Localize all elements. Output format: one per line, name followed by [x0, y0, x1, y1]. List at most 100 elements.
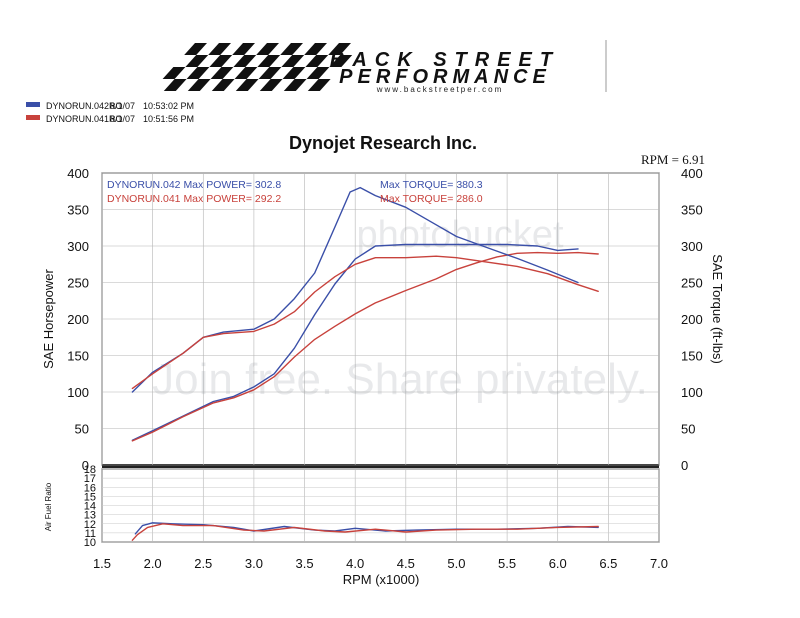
x-tick-label: 1.5	[93, 556, 111, 571]
y-tick-label-right: 0	[681, 458, 688, 473]
afr-tick-label: 15	[84, 491, 96, 503]
legend-time-run042: 10:53:02 PM	[143, 101, 194, 111]
legend-swatch-run042	[26, 102, 40, 107]
y-axis-label-left: SAE Horsepower	[41, 268, 56, 368]
legend-date-run042: 8/1/07	[110, 101, 135, 111]
annotation-run042-torque: Max TORQUE= 380.3	[380, 179, 483, 191]
checker-square	[306, 67, 330, 79]
run-legend: DYNORUN.042RO 8/1/07 10:53:02 PM DYNORUN…	[26, 101, 194, 124]
ticks: 1.5 2.0 2.5 3.0 3.5 4.0 4.5 5.0 5.5 6.0 6.5 7.0 400 3…	[67, 166, 702, 571]
checker-square	[283, 79, 307, 91]
x-tick-label: 4.0	[346, 556, 364, 571]
checker-square	[281, 55, 305, 67]
series-run041-torque	[131, 255, 599, 390]
x-tick-label: 5.0	[447, 556, 465, 571]
afr-tick-label: 11	[85, 528, 96, 540]
logo-url: www.backstreetper.com	[376, 85, 503, 94]
checker-square	[258, 67, 282, 79]
checker-square	[210, 67, 234, 79]
checker-square	[233, 55, 257, 67]
afr-axis-label: Air Fuel Ratio	[44, 482, 53, 531]
checker-square	[280, 43, 303, 55]
logo-line1: BACK STREET	[330, 49, 560, 71]
y-tick-label-left: 150	[67, 349, 89, 364]
watermark: photobucket Join free. Share privately.	[152, 214, 648, 404]
annotation-run042-power: DYNORUN.042 Max POWER= 302.8	[107, 179, 281, 191]
afr-tick-label: 14	[84, 501, 96, 513]
y-tick-label-left: 100	[67, 385, 89, 400]
watermark-top: photobucket	[356, 214, 563, 256]
afr-tick-label: 13	[84, 510, 96, 522]
checker-square	[307, 79, 331, 91]
checker-square	[282, 67, 306, 79]
y-tick-label-right: 350	[681, 203, 703, 218]
x-tick-label: 3.5	[296, 556, 314, 571]
checker-square	[257, 55, 281, 67]
y-tick-label-left: 200	[67, 312, 89, 327]
checker-square	[162, 67, 186, 79]
checker-square	[211, 79, 235, 91]
y-tick-label-right: 150	[681, 349, 703, 364]
rpm-note: RPM = 6.91	[641, 152, 705, 167]
y-tick-label-left: 300	[67, 239, 89, 254]
y-axis-label-right: SAE Torque (ft-lbs)	[710, 254, 725, 364]
y-tick-label-left: 400	[67, 166, 89, 181]
y-tick-label-left: 250	[67, 276, 89, 291]
legend-label-run041: DYNORUN.041RO	[46, 114, 123, 124]
checker-square	[305, 55, 329, 67]
legend-label-run042: DYNORUN.042RO	[46, 101, 123, 111]
y-tick-label-left: 350	[67, 203, 89, 218]
x-tick-label: 7.0	[650, 556, 668, 571]
checker-square	[209, 55, 233, 67]
legend-date-run041: 8/1/07	[110, 114, 135, 124]
x-tick-label: 5.5	[498, 556, 516, 571]
checker-square	[187, 79, 211, 91]
afr-tick-label: 16	[84, 482, 96, 494]
checker-square	[328, 43, 351, 55]
x-tick-label: 6.0	[549, 556, 567, 571]
series-run042-horsepower	[131, 243, 579, 441]
grid	[101, 172, 660, 543]
x-tick-label: 3.0	[245, 556, 263, 571]
checker-square	[304, 43, 327, 55]
annotation-run041-torque: Max TORQUE= 286.0	[380, 193, 483, 205]
afr-tick-label: 10	[84, 537, 96, 549]
checker-square	[329, 55, 353, 67]
series-run041-horsepower	[131, 251, 599, 442]
checker-square	[232, 43, 255, 55]
checker-square	[186, 67, 210, 79]
checker-square	[234, 67, 258, 79]
checker-square	[185, 55, 209, 67]
legend-time-run041: 10:51:56 PM	[143, 114, 194, 124]
checker-square	[259, 79, 283, 91]
chart-title: Dynojet Research Inc.	[289, 133, 477, 153]
y-tick-label-right: 100	[681, 385, 703, 400]
afr-tick-label: 17	[84, 473, 96, 485]
checker-square	[256, 43, 279, 55]
x-axis-label: RPM (x1000)	[343, 572, 420, 587]
afr-tick-label: 18	[84, 464, 96, 476]
curves	[131, 186, 599, 541]
y-tick-label-right: 250	[681, 276, 703, 291]
annotation-run041-power: DYNORUN.041 Max POWER= 292.2	[107, 193, 281, 205]
y-tick-label-right: 400	[681, 166, 703, 181]
y-tick-label-right: 300	[681, 239, 703, 254]
checker-square	[208, 43, 231, 55]
y-tick-label-left: 50	[75, 422, 89, 437]
logo: BACK STREET PERFORMANCE www.backstreetpe…	[162, 40, 607, 94]
checkered-flag-icon	[162, 43, 353, 91]
x-tick-label: 2.0	[144, 556, 162, 571]
watermark-middle: Join free. Share privately.	[152, 355, 648, 404]
x-tick-label: 4.5	[397, 556, 415, 571]
x-tick-label: 2.5	[194, 556, 212, 571]
series-run041-air-fuel-ratio	[131, 523, 599, 541]
afr-tick-label: 12	[84, 519, 96, 531]
y-tick-label-right: 50	[681, 422, 695, 437]
checker-square	[235, 79, 259, 91]
checker-square	[184, 43, 207, 55]
legend-swatch-run041	[26, 115, 40, 120]
plot-separator	[102, 464, 659, 468]
y-tick-label-left: 0	[82, 458, 89, 473]
y-tick-label-right: 200	[681, 312, 703, 327]
